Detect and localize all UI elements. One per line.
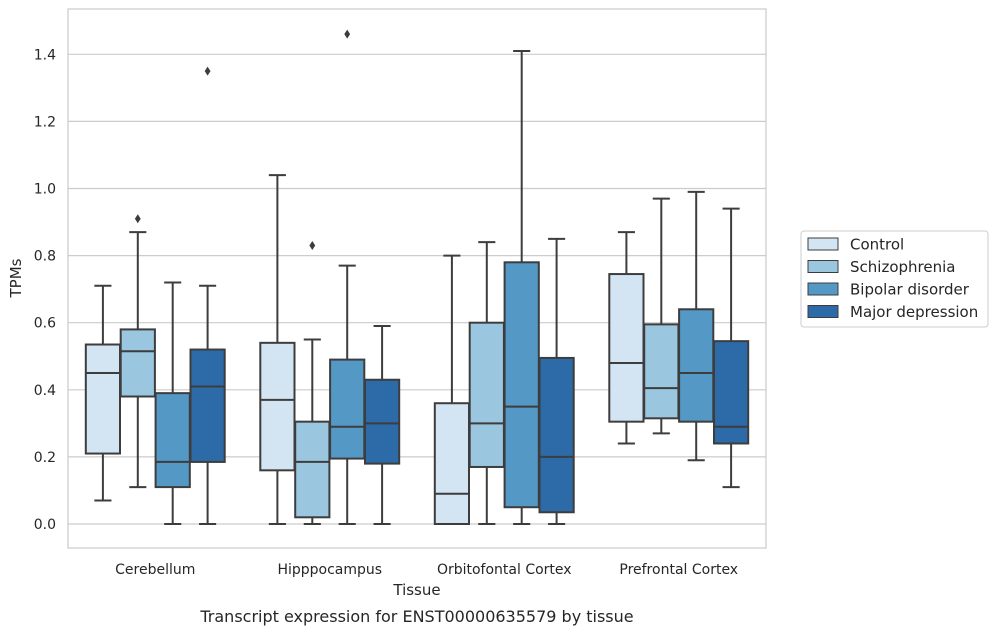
box [154, 392, 191, 489]
box [119, 328, 156, 398]
legend: Control Schizophrenia Bipolar disorder Majo… [800, 230, 989, 328]
y-tick-label: 0.2 [34, 450, 56, 466]
y-tick-label: 1.4 [34, 47, 56, 63]
box-group [84, 284, 122, 502]
x-tick-label: Hipppocampus [277, 562, 382, 578]
box [259, 341, 296, 472]
x-tick-label: Orbitofontal Cortex [437, 562, 572, 578]
box-group [154, 281, 191, 525]
legend-label: Bipolar disorder [850, 281, 970, 299]
x-tick-label: Prefrontal Cortex [619, 562, 738, 578]
box-layer [84, 29, 750, 525]
box-group [643, 197, 680, 435]
box [433, 402, 471, 525]
legend-frame [800, 230, 989, 328]
x-axis-label: Tissue [392, 581, 440, 599]
box-group [329, 29, 366, 525]
box-group [433, 254, 471, 525]
box-group [503, 49, 540, 525]
outlier-point [204, 66, 211, 76]
box [329, 358, 366, 460]
box-group [712, 207, 750, 489]
y-tick-label: 1.0 [34, 182, 56, 198]
legend-label: Control [850, 236, 904, 254]
box [608, 273, 645, 423]
box-group [468, 241, 505, 525]
chart-caption: Transcript expression for ENST0000063557… [199, 607, 633, 626]
box-group [259, 174, 296, 525]
box [538, 356, 575, 514]
legend-swatch [807, 237, 839, 251]
outlier-point [309, 241, 316, 251]
y-tick-label: 0.8 [34, 249, 56, 265]
x-tick-labels: Cerebellum Hipppocampus Orbitofontal Corte… [115, 562, 738, 578]
y-tick-label: 0.6 [34, 316, 56, 332]
legend-swatch [807, 282, 839, 296]
x-tick-label: Cerebellum [115, 562, 195, 578]
box-group [363, 325, 401, 525]
legend-swatch [807, 260, 839, 273]
legend-label: Major depression [850, 303, 978, 321]
y-tick-label: 0.0 [34, 517, 56, 533]
legend-items: Control Schizophrenia Bipolar disorder Majo… [807, 236, 978, 321]
box [189, 348, 226, 463]
box [84, 343, 122, 455]
box [503, 261, 540, 509]
outlier-point [134, 214, 141, 224]
box [678, 308, 715, 423]
outlier-point [344, 29, 351, 39]
plot-area-frame [67, 8, 767, 549]
box-group [119, 214, 156, 489]
box [643, 323, 680, 420]
box-group [294, 241, 331, 525]
box [468, 321, 505, 468]
y-axis-label: TPMs [7, 258, 25, 298]
box [363, 378, 401, 465]
box [712, 340, 750, 445]
legend-swatch [807, 305, 839, 318]
y-tick-label: 0.4 [34, 383, 56, 399]
box [294, 420, 331, 519]
box-group [189, 66, 226, 525]
legend-label: Schizophrenia [850, 258, 955, 276]
box-group [538, 237, 575, 525]
y-tick-label: 1.2 [34, 114, 56, 130]
box-group [608, 231, 645, 445]
y-tick-labels: 0.0 0.2 0.4 0.6 0.8 1.0 1.2 1.4 [34, 47, 56, 533]
box-group [678, 190, 715, 462]
